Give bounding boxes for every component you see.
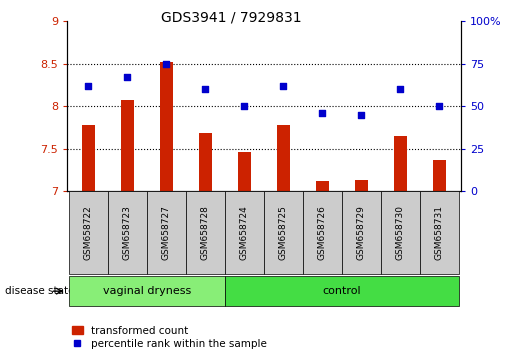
Text: control: control: [322, 286, 361, 296]
Point: [162, 61, 170, 67]
Bar: [316, 181, 329, 191]
Bar: [199, 133, 212, 191]
Text: GSM658725: GSM658725: [279, 205, 288, 260]
Text: GSM658724: GSM658724: [240, 205, 249, 260]
Point: [357, 112, 366, 118]
Bar: [277, 125, 290, 191]
Bar: [433, 160, 447, 191]
Point: [241, 103, 249, 109]
Text: GSM658727: GSM658727: [162, 205, 171, 260]
Bar: [121, 100, 134, 191]
Text: GSM658730: GSM658730: [396, 205, 405, 260]
Bar: [237, 152, 251, 191]
Text: GSM658728: GSM658728: [201, 205, 210, 260]
Point: [279, 83, 287, 88]
Bar: [355, 180, 368, 191]
Text: GSM658731: GSM658731: [435, 205, 444, 260]
Point: [435, 103, 443, 109]
Text: GSM658729: GSM658729: [357, 205, 366, 260]
Point: [318, 110, 327, 116]
Point: [397, 86, 405, 92]
Bar: [160, 62, 173, 191]
Text: disease state: disease state: [5, 286, 75, 296]
Text: GSM658723: GSM658723: [123, 205, 132, 260]
Text: GSM658726: GSM658726: [318, 205, 327, 260]
Text: GDS3941 / 7929831: GDS3941 / 7929831: [161, 11, 302, 25]
Bar: [393, 136, 407, 191]
Text: GSM658722: GSM658722: [84, 205, 93, 260]
Point: [201, 86, 210, 92]
Point: [123, 74, 131, 80]
Legend: transformed count, percentile rank within the sample: transformed count, percentile rank withi…: [72, 326, 267, 349]
Point: [84, 83, 93, 88]
Text: vaginal dryness: vaginal dryness: [103, 286, 191, 296]
Bar: [81, 125, 95, 191]
